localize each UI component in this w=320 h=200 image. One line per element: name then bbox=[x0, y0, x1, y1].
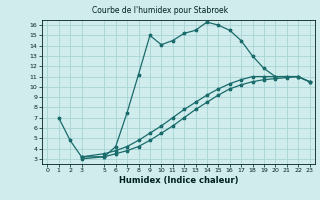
X-axis label: Humidex (Indice chaleur): Humidex (Indice chaleur) bbox=[119, 176, 238, 185]
Text: Courbe de l'humidex pour Stabroek: Courbe de l'humidex pour Stabroek bbox=[92, 6, 228, 15]
